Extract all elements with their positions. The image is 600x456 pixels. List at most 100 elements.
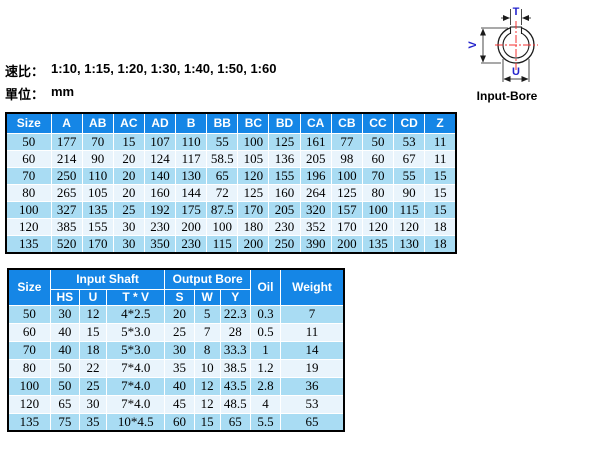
table-cell: 0.3 xyxy=(249,304,282,324)
table-cell: 15 xyxy=(424,166,457,185)
table-cell: 12 xyxy=(193,376,221,396)
group-header-input-shaft: Input Shaft xyxy=(49,268,166,290)
column-header: U xyxy=(78,288,108,306)
table-cell: 4*2.5 xyxy=(106,304,166,324)
table-cell: 70 xyxy=(361,166,395,185)
column-header-size: Size xyxy=(7,268,51,306)
speed-ratio-label: 速比： xyxy=(5,64,45,79)
table-cell: 12 xyxy=(78,304,108,324)
dimensions-table: Size A AB AC AD B BB BC BD CA CB CC CD Z… xyxy=(5,112,457,254)
table-header-row: Size A AB AC AD B BB BC BD CA CB CC CD Z xyxy=(5,112,457,134)
table-cell: 20 xyxy=(164,304,195,324)
table-cell: 110 xyxy=(81,166,114,185)
table-cell: 264 xyxy=(299,183,332,202)
table-cell: 35 xyxy=(78,412,108,432)
table-cell: 265 xyxy=(50,183,83,202)
table-cell: 30 xyxy=(112,234,145,253)
table-cell: 22.3 xyxy=(219,304,251,324)
table-cell: 18 xyxy=(424,234,457,253)
column-header: B xyxy=(175,112,208,134)
table-row: 50 30 12 4*2.5 20 5 22.3 0.3 7 xyxy=(7,304,345,324)
table-cell: 87.5 xyxy=(206,200,239,219)
table-cell: 12 xyxy=(193,394,221,414)
table-cell: 7*4.0 xyxy=(106,358,166,378)
table-cell: 105 xyxy=(81,183,114,202)
table-cell: 192 xyxy=(143,200,177,219)
table-cell: 40 xyxy=(49,322,80,342)
keyway-mask xyxy=(510,27,522,34)
column-header: CA xyxy=(299,112,332,134)
table-cell: 250 xyxy=(50,166,83,185)
table-cell: 135 xyxy=(5,234,52,253)
table-cell: 170 xyxy=(237,200,270,219)
column-header: A xyxy=(50,112,83,134)
table-cell: 20 xyxy=(112,166,145,185)
table-cell: 65 xyxy=(206,166,239,185)
table-cell: 70 xyxy=(5,166,52,185)
dimensions-table-header: Size A AB AC AD B BB BC BD CA CB CC CD Z xyxy=(5,112,457,134)
table-cell: 53 xyxy=(280,394,345,414)
table-cell: 5*3.0 xyxy=(106,340,166,360)
dim-t-label: T xyxy=(513,6,520,18)
table-cell: 15 xyxy=(424,183,457,202)
table-cell: 8 xyxy=(193,340,221,360)
dim-v-label: V xyxy=(468,41,479,49)
table-cell: 70 xyxy=(7,340,51,360)
table-cell: 50 xyxy=(49,358,80,378)
table-cell: 125 xyxy=(330,183,363,202)
table-cell: 55 xyxy=(393,166,426,185)
shaft-bore-table-header: Size Input Shaft Output Bore Oil Weight … xyxy=(7,268,345,306)
table-cell: 135 xyxy=(81,200,114,219)
table-cell: 115 xyxy=(206,234,239,253)
table-cell: 19 xyxy=(280,358,345,378)
table-cell: 214 xyxy=(50,149,83,168)
shaft-bore-table-body: 50 30 12 4*2.5 20 5 22.3 0.3 7 60 40 15 5*3.0 25 7 28 0.… xyxy=(7,304,345,432)
table-cell: 250 xyxy=(268,234,301,253)
table-cell: 60 xyxy=(164,412,195,432)
table-row: 120 65 30 7*4.0 45 12 48.5 4 53 xyxy=(7,394,345,414)
table-cell: 135 xyxy=(7,412,51,432)
column-header: CB xyxy=(330,112,363,134)
table-cell: 15 xyxy=(193,412,221,432)
column-header: HS xyxy=(49,288,80,306)
table-cell: 170 xyxy=(330,217,363,236)
table-cell: 65 xyxy=(280,412,345,432)
column-header: BB xyxy=(206,112,239,134)
table-cell: 177 xyxy=(50,132,83,151)
table-cell: 50 xyxy=(5,132,52,151)
table-cell: 136 xyxy=(268,149,301,168)
table-cell: 15 xyxy=(424,200,457,219)
table-cell: 60 xyxy=(5,149,52,168)
table-cell: 18 xyxy=(424,217,457,236)
table-cell: 520 xyxy=(50,234,83,253)
column-header: Y xyxy=(219,288,251,306)
table-cell: 1.2 xyxy=(249,358,282,378)
table-cell: 30 xyxy=(49,304,80,324)
table-header-row: Size Input Shaft Output Bore Oil Weight xyxy=(7,268,345,306)
table-cell: 170 xyxy=(81,234,114,253)
table-cell: 100 xyxy=(361,200,395,219)
table-cell: 125 xyxy=(268,132,301,151)
table-cell: 130 xyxy=(393,234,426,253)
table-cell: 70 xyxy=(81,132,114,151)
column-header: Size xyxy=(5,112,52,134)
table-cell: 200 xyxy=(237,234,270,253)
table-row: 135 75 35 10*4.5 60 15 65 5.5 65 xyxy=(7,412,345,432)
table-cell: 110 xyxy=(175,132,208,151)
table-row: 100 50 25 7*4.0 40 12 43.5 2.8 36 xyxy=(7,376,345,396)
column-header: CC xyxy=(361,112,395,134)
table-cell: 20 xyxy=(112,183,145,202)
table-cell: 48.5 xyxy=(219,394,251,414)
table-cell: 4 xyxy=(249,394,282,414)
table-cell: 60 xyxy=(361,149,395,168)
table-cell: 25 xyxy=(112,200,145,219)
input-bore-drawing: T V U xyxy=(467,6,538,82)
speed-ratio-values: 1:10, 1:15, 1:20, 1:30, 1:40, 1:50, 1:60 xyxy=(51,61,277,76)
table-cell: 1 xyxy=(249,340,282,360)
table-cell: 10*4.5 xyxy=(106,412,166,432)
table-cell: 38.5 xyxy=(219,358,251,378)
speed-ratio-line: 速比： 1:10, 1:15, 1:20, 1:30, 1:40, 1:50, … xyxy=(5,61,276,80)
table-row: 100 327 135 25 192 175 87.5 170 205 320 157 100 115 1… xyxy=(5,200,457,219)
table-cell: 65 xyxy=(219,412,251,432)
table-cell: 90 xyxy=(393,183,426,202)
